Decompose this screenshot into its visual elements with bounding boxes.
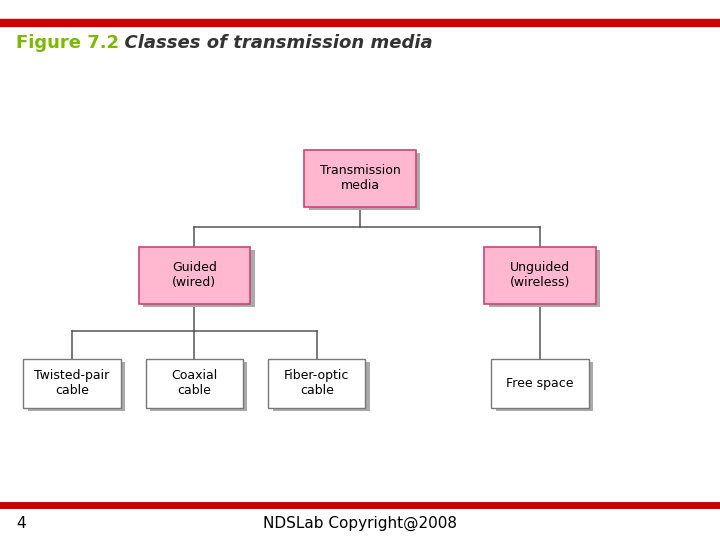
FancyBboxPatch shape <box>143 251 255 307</box>
FancyBboxPatch shape <box>268 359 366 408</box>
Text: Twisted-pair
cable: Twisted-pair cable <box>35 369 109 397</box>
Text: Free space: Free space <box>506 377 574 390</box>
FancyBboxPatch shape <box>491 359 589 408</box>
Text: 4: 4 <box>16 516 25 531</box>
FancyBboxPatch shape <box>23 359 121 408</box>
FancyBboxPatch shape <box>27 362 125 411</box>
Text: NDSLab Copyright@2008: NDSLab Copyright@2008 <box>263 516 457 531</box>
FancyBboxPatch shape <box>138 247 251 303</box>
Text: Classes of transmission media: Classes of transmission media <box>112 34 432 52</box>
Text: Guided
(wired): Guided (wired) <box>172 261 217 289</box>
FancyBboxPatch shape <box>150 362 248 411</box>
Text: Unguided
(wireless): Unguided (wireless) <box>510 261 570 289</box>
FancyBboxPatch shape <box>496 362 593 411</box>
FancyBboxPatch shape <box>145 359 243 408</box>
FancyBboxPatch shape <box>488 251 600 307</box>
Text: Coaxial
cable: Coaxial cable <box>171 369 217 397</box>
FancyBboxPatch shape <box>484 247 596 303</box>
FancyBboxPatch shape <box>308 153 420 210</box>
FancyBboxPatch shape <box>304 150 416 206</box>
FancyBboxPatch shape <box>272 362 370 411</box>
Text: Figure 7.2: Figure 7.2 <box>16 34 119 52</box>
Text: Fiber-optic
cable: Fiber-optic cable <box>284 369 349 397</box>
Text: Transmission
media: Transmission media <box>320 164 400 192</box>
